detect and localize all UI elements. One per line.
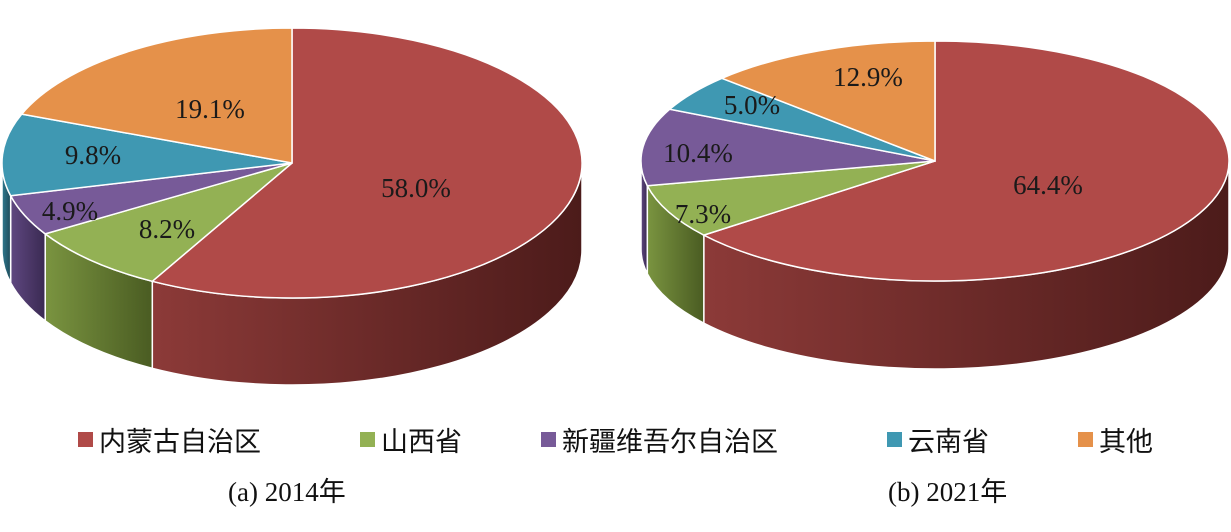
legend: 内蒙古自治区 山西省 新疆维吾尔自治区 云南省 其他 [0, 420, 1231, 459]
pie-charts: 58.0% 8.2% 4.9% 9.8% 19.1% 64.4% 7.3% 10.4% 5.0… [1, 27, 1230, 386]
pie-label-inner-mongolia: 64.4% [1013, 170, 1083, 200]
pie-slice-yunnan [1, 113, 293, 197]
legend-swatch [78, 432, 93, 447]
pie-slice-xinjiang [640, 108, 936, 187]
legend-item-inner-mongolia: 内蒙古自治区 [78, 420, 261, 459]
legend-swatch [541, 432, 556, 447]
pie-label-yunnan: 5.0% [724, 90, 780, 120]
legend-swatch [887, 432, 902, 447]
pie-label-shanxi: 8.2% [139, 214, 195, 244]
legend-item-xinjiang: 新疆维吾尔自治区 [541, 420, 778, 459]
pie-label-other: 19.1% [175, 94, 245, 124]
legend-swatch [1078, 432, 1093, 447]
legend-label: 云南省 [908, 427, 989, 458]
pie-label-xinjiang: 10.4% [663, 138, 733, 168]
caption-2014: (a) 2014年 [228, 477, 346, 507]
pie-slice-inner-mongolia [701, 40, 1230, 282]
pie-slice-inner-mongolia [150, 27, 583, 299]
legend-swatch [360, 432, 375, 447]
legend-label: 其他 [1099, 427, 1153, 458]
legend-item-yunnan: 云南省 [887, 420, 989, 459]
legend-item-shanxi: 山西省 [360, 420, 462, 459]
pie-label-inner-mongolia: 58.0% [381, 173, 451, 203]
pie-label-shanxi: 7.3% [675, 199, 731, 229]
legend-label: 内蒙古自治区 [99, 427, 261, 458]
legend-label: 山西省 [381, 427, 462, 458]
caption-2021: (b) 2021年 [888, 477, 1008, 507]
pie-side-walls [1, 162, 583, 386]
pie-slice-shanxi [43, 162, 293, 283]
pie-slice-other [20, 27, 293, 164]
pie-chart-2021: 64.4% 7.3% 10.4% 5.0% 12.9% [640, 40, 1230, 370]
legend-label: 新疆维吾尔自治区 [562, 427, 778, 458]
pie-label-xinjiang: 4.9% [42, 196, 98, 226]
pie-chart-2014: 58.0% 8.2% 4.9% 9.8% 19.1% [1, 27, 583, 386]
legend-item-other: 其他 [1078, 420, 1153, 459]
pie-label-yunnan: 9.8% [65, 140, 121, 170]
pie-slice-other [719, 40, 936, 163]
pie-label-other: 12.9% [833, 62, 903, 92]
